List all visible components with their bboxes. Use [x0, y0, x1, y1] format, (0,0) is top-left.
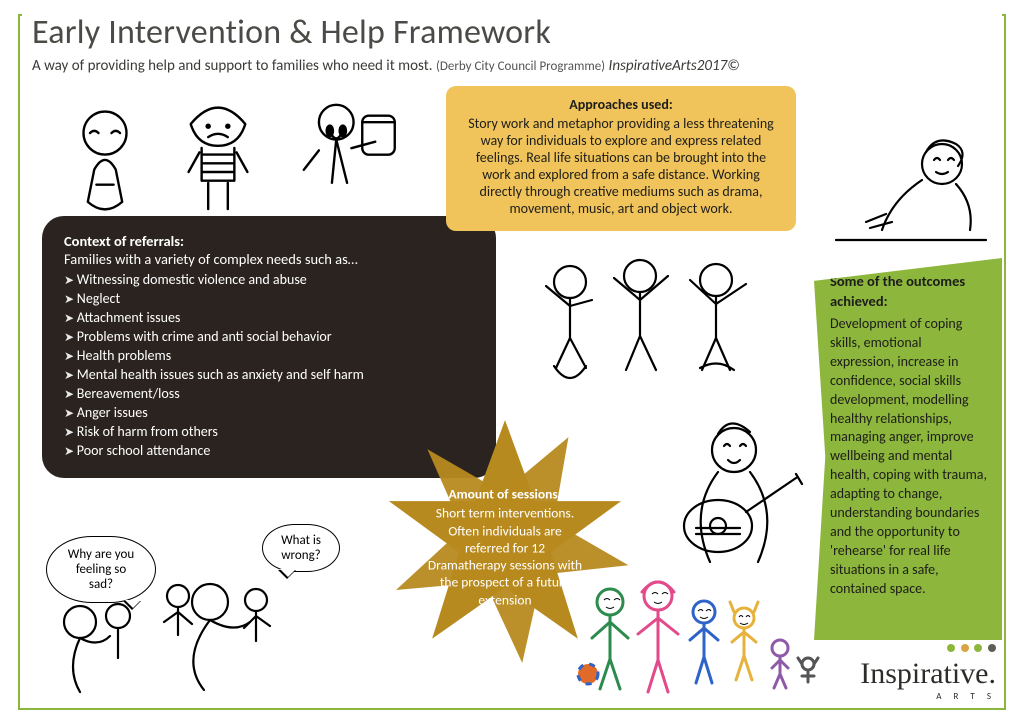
- sessions-body: Short term interventions. Often individu…: [428, 505, 582, 608]
- brand-logo: Inspirative. A R T S: [860, 638, 996, 702]
- sad-child-icon: [62, 106, 148, 216]
- subtitle-source: (Derby City Council Programme): [436, 59, 605, 74]
- list-item: Attachment issues: [64, 308, 474, 327]
- dancing-children-icon: [530, 246, 770, 406]
- header: Early Intervention & Help Framework A wa…: [26, 8, 998, 83]
- crying-schoolkid-icon: [286, 94, 406, 224]
- outcomes-box: Some of the outcomes achieved: Developme…: [814, 258, 1002, 640]
- outcomes-body: Development of coping skills, emotional …: [830, 315, 987, 596]
- sessions-heading: Amount of sessions:: [425, 486, 585, 503]
- context-intro: Families with a variety of complex needs…: [64, 250, 474, 268]
- frame-corner: [18, 14, 22, 16]
- page-title: Early Intervention & Help Framework: [32, 12, 992, 53]
- speech-tail-icon: [278, 570, 296, 588]
- approaches-box: Approaches used: Story work and metaphor…: [446, 86, 796, 231]
- speech-bubble-1: Why are you feeling so sad?: [46, 536, 156, 603]
- list-item: Witnessing domestic violence and abuse: [64, 270, 474, 289]
- sessions-star: Amount of sessions: Short term intervent…: [370, 412, 640, 682]
- subtitle-main: A way of providing help and support to f…: [32, 57, 433, 75]
- list-item: Problems with crime and anti social beha…: [64, 327, 474, 346]
- speech-text: Why are you feeling so sad?: [68, 547, 134, 592]
- logo-name: Inspirative.: [860, 657, 996, 690]
- subtitle-credit: InspirativeArts2017©: [609, 57, 740, 75]
- list-item: Neglect: [64, 289, 474, 308]
- list-item: Bereavement/loss: [64, 384, 474, 403]
- speech-text: What is wrong?: [281, 533, 321, 563]
- sessions-text: Amount of sessions: Short term intervent…: [425, 486, 585, 609]
- speech-tail-icon: [123, 601, 141, 619]
- page-subtitle: A way of providing help and support to f…: [32, 57, 992, 75]
- logo-sub: A R T S: [860, 691, 996, 702]
- logo-dots-icon: [945, 638, 996, 657]
- approaches-heading: Approaches used:: [464, 96, 778, 113]
- approaches-body: Story work and metaphor providing a less…: [468, 115, 774, 217]
- list-item: Health problems: [64, 346, 474, 365]
- grumpy-child-icon: [168, 100, 268, 220]
- list-item: Mental health issues such as anxiety and…: [64, 365, 474, 384]
- context-heading: Context of referrals:: [64, 232, 184, 250]
- outcomes-heading: Some of the outcomes achieved:: [830, 272, 988, 311]
- child-drawing-icon: [826, 130, 996, 260]
- speech-bubble-2: What is wrong?: [262, 524, 340, 572]
- frame-corner: [1002, 14, 1006, 16]
